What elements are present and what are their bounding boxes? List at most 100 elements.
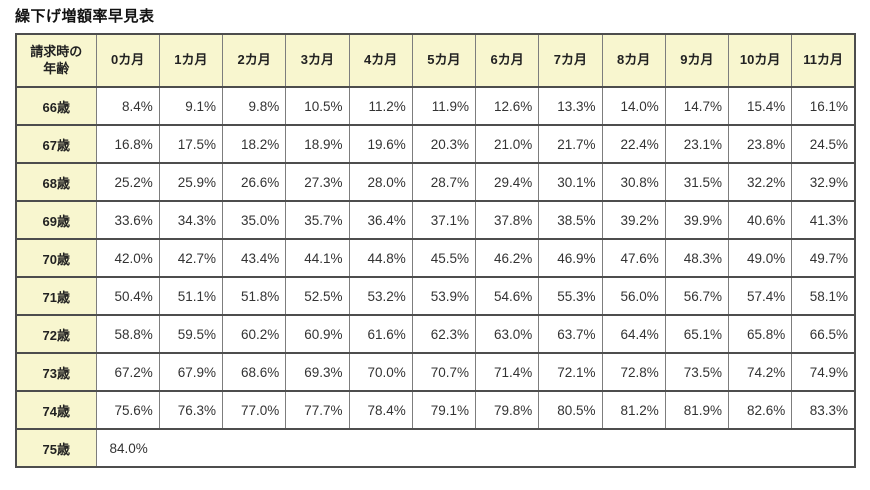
age-cell: 69歳 (15, 200, 97, 240)
table-row: 72歳 58.8% 59.5% 60.2% 60.9% 61.6% 62.3% 63.0% 63… (15, 314, 856, 354)
rate-cell: 54.6% (474, 276, 540, 316)
rate-cell: 25.9% (158, 162, 224, 202)
rate-cell: 11.9% (411, 86, 477, 126)
rate-cell: 15.4% (727, 86, 793, 126)
rate-cell: 74.2% (727, 352, 793, 392)
rate-cell: 67.9% (158, 352, 224, 392)
table-row: 73歳 67.2% 67.9% 68.6% 69.3% 70.0% 70.7% 71.4% 72… (15, 352, 856, 392)
age-cell: 73歳 (15, 352, 97, 392)
rate-cell: 18.9% (285, 124, 350, 164)
rate-cell: 33.6% (95, 200, 160, 240)
table-row: 70歳 42.0% 42.7% 43.4% 44.1% 44.8% 45.5% 46.2% 46… (15, 238, 856, 278)
rate-cell: 44.8% (348, 238, 413, 278)
rate-cell: 77.0% (221, 390, 287, 430)
table-row: 66歳 8.4% 9.1% 9.8% 10.5% 11.2% 11.9% 12.6% 13.3%… (15, 86, 856, 126)
rate-cell: 45.5% (411, 238, 477, 278)
rate-cell: 61.6% (348, 314, 413, 354)
rate-cell: 71.4% (474, 352, 540, 392)
rate-cell: 30.8% (601, 162, 666, 202)
corner-header-cell: 請求時の 年齢 (15, 33, 97, 88)
month-header-cell: 1カ月 (158, 33, 224, 88)
rate-cell: 76.3% (158, 390, 224, 430)
table-row: 75歳 84.0% (15, 428, 856, 468)
rate-cell: 9.1% (158, 86, 224, 126)
rate-cell: 25.2% (95, 162, 160, 202)
rate-cell: 74.9% (791, 352, 856, 392)
rate-cell: 51.8% (221, 276, 287, 316)
rate-cell: 79.1% (411, 390, 477, 430)
rate-cell: 35.7% (285, 200, 350, 240)
rate-cell: 12.6% (474, 86, 540, 126)
rate-cell: 55.3% (538, 276, 603, 316)
rate-cell: 51.1% (158, 276, 224, 316)
table-row: 68歳 25.2% 25.9% 26.6% 27.3% 28.0% 28.7% 29.4% 30… (15, 162, 856, 202)
rate-cell: 22.4% (601, 124, 666, 164)
rate-cell: 43.4% (221, 238, 287, 278)
rate-cell: 31.5% (664, 162, 730, 202)
rate-cell: 18.2% (221, 124, 287, 164)
rate-cell: 21.7% (538, 124, 603, 164)
rate-cell: 62.3% (411, 314, 477, 354)
rate-cell: 67.2% (95, 352, 160, 392)
rate-cell: 63.7% (538, 314, 603, 354)
rate-cell: 27.3% (285, 162, 350, 202)
table-row: 69歳 33.6% 34.3% 35.0% 35.7% 36.4% 37.1% 37.8% 38… (15, 200, 856, 240)
rate-cell: 56.7% (664, 276, 730, 316)
rate-cell: 32.9% (791, 162, 856, 202)
rate-cell: 44.1% (285, 238, 350, 278)
rate-cell: 79.8% (474, 390, 540, 430)
month-header-cell: 0カ月 (95, 33, 160, 88)
rate-cell: 10.5% (285, 86, 350, 126)
rate-cell: 16.8% (95, 124, 160, 164)
rate-cell: 37.1% (411, 200, 477, 240)
rate-cell: 13.3% (538, 86, 603, 126)
rate-cell: 29.4% (474, 162, 540, 202)
rate-cell: 73.5% (664, 352, 730, 392)
rate-cell: 65.1% (664, 314, 730, 354)
rate-cell: 65.8% (727, 314, 793, 354)
rate-cell: 64.4% (601, 314, 666, 354)
rate-cell: 42.7% (158, 238, 224, 278)
month-header-cell: 8カ月 (601, 33, 666, 88)
age-cell: 71歳 (15, 276, 97, 316)
rate-cell: 41.3% (791, 200, 856, 240)
table-row: 71歳 50.4% 51.1% 51.8% 52.5% 53.2% 53.9% 54.6% 55… (15, 276, 856, 316)
rate-cell: 59.5% (158, 314, 224, 354)
corner-header-line2: 年齢 (43, 60, 70, 76)
rate-cell: 36.4% (348, 200, 413, 240)
rate-cell: 78.4% (348, 390, 413, 430)
corner-header-line1: 請求時の (30, 44, 83, 60)
age-cell: 75歳 (15, 428, 97, 468)
rate-cell: 14.7% (664, 86, 730, 126)
rate-cell: 14.0% (601, 86, 666, 126)
rate-cell: 8.4% (95, 86, 160, 126)
rate-cell: 72.1% (538, 352, 603, 392)
rate-cell: 20.3% (411, 124, 477, 164)
rate-cell: 53.9% (411, 276, 477, 316)
rate-cell: 35.0% (221, 200, 287, 240)
deferral-increase-rate-table: 請求時の 年齢 0カ月 1カ月 2カ月 3カ月 4カ月 5カ月 6カ月 7カ月 8カ月 9カ月 10… (15, 33, 856, 468)
rate-cell: 63.0% (474, 314, 540, 354)
rate-cell: 50.4% (95, 276, 160, 316)
age-cell: 67歳 (15, 124, 97, 164)
rate-cell: 80.5% (538, 390, 603, 430)
rate-cell: 75.6% (95, 390, 160, 430)
rate-cell: 26.6% (221, 162, 287, 202)
rate-cell: 32.2% (727, 162, 793, 202)
rate-cell: 39.2% (601, 200, 666, 240)
rate-cell: 49.0% (727, 238, 793, 278)
rate-cell: 23.1% (664, 124, 730, 164)
age-cell: 70歳 (15, 238, 97, 278)
rate-cell: 81.2% (601, 390, 666, 430)
month-header-cell: 4カ月 (348, 33, 413, 88)
rate-cell: 37.8% (474, 200, 540, 240)
table-row: 67歳 16.8% 17.5% 18.2% 18.9% 19.6% 20.3% 21.0% 21… (15, 124, 856, 164)
rate-cell: 77.7% (285, 390, 350, 430)
rate-cell: 72.8% (601, 352, 666, 392)
rate-cell: 49.7% (791, 238, 856, 278)
rate-cell: 40.6% (727, 200, 793, 240)
month-header-cell: 10カ月 (727, 33, 793, 88)
age-cell: 68歳 (15, 162, 97, 202)
rate-cell: 66.5% (791, 314, 856, 354)
